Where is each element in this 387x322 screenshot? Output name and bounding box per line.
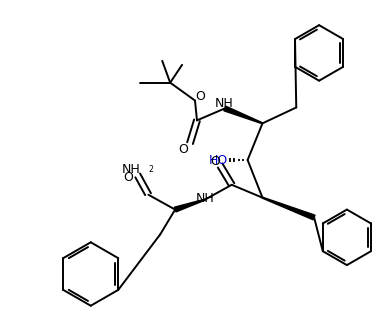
Text: NH: NH xyxy=(122,164,140,176)
Text: HO: HO xyxy=(209,154,228,166)
Text: $_2$: $_2$ xyxy=(148,164,154,176)
Polygon shape xyxy=(262,197,315,220)
Text: O: O xyxy=(178,143,188,156)
Polygon shape xyxy=(224,106,263,124)
Text: O: O xyxy=(210,156,220,168)
Text: O: O xyxy=(195,90,205,103)
Text: NH: NH xyxy=(195,192,214,205)
Text: O: O xyxy=(123,171,134,185)
Polygon shape xyxy=(175,199,205,212)
Text: NH: NH xyxy=(214,97,233,110)
